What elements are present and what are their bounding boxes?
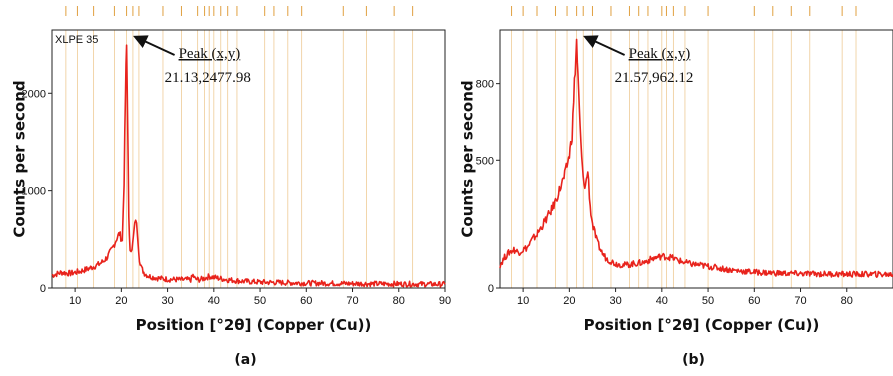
x-tick-label: 60 [300, 295, 312, 307]
x-tick-label: 70 [346, 295, 358, 307]
x-tick-label: 70 [794, 295, 806, 307]
panel-label-a: (a) [234, 352, 256, 368]
x-tick-label: 10 [69, 295, 81, 307]
x-tick-label: 90 [439, 295, 451, 307]
peak-arrow-b [583, 35, 626, 56]
x-tick-label: 80 [393, 295, 405, 307]
sample-label-a: XLPE 35 [55, 34, 98, 46]
x-tick-label: 40 [208, 295, 220, 307]
x-tick-label: 20 [563, 295, 575, 307]
plot-frame-a [51, 29, 446, 289]
x-tick-label: 30 [609, 295, 621, 307]
x-tick-label: 40 [656, 295, 668, 307]
peak-label-b: Peak (x,y) [629, 46, 691, 62]
x-tick-label: 50 [254, 295, 266, 307]
diffraction-trace-b [499, 38, 893, 278]
x-ticks-a: 10 20 30 40 50 60 70 80 90 [69, 288, 451, 307]
x-tick-label: 80 [841, 295, 853, 307]
reference-lines-b [511, 6, 857, 288]
x-tick-label: 60 [748, 295, 760, 307]
y-tick-label: 500 [476, 155, 494, 167]
y-axis-title-b: Counts per second [459, 80, 477, 237]
x-tick-label: 30 [161, 295, 173, 307]
peak-value-b: 21.57,962.12 [615, 70, 694, 86]
y-tick-label: 0 [488, 283, 494, 295]
y-tick-label: 1000 [22, 186, 46, 198]
x-axis-title-a: Position [°2θ] (Copper (Cu)) [136, 316, 372, 334]
y-ticks-b: 0 500 800 [476, 79, 500, 295]
y-ticks-a: 0 1000 2000 [22, 88, 52, 295]
x-axis-title-b: Position [°2θ] (Copper (Cu)) [584, 316, 820, 334]
chart-panel-b: 10 20 30 40 50 60 70 80 0 500 800 Position [°2θ] … [459, 6, 893, 368]
x-tick-label: 20 [115, 295, 127, 307]
y-axis-title-a: Counts per second [11, 80, 29, 237]
peak-value-a: 21.13,2477.98 [165, 70, 251, 86]
peak-label-a: Peak (x,y) [179, 46, 241, 62]
peak-arrow-a [133, 35, 175, 56]
chart-panel-a: 10 20 30 40 50 60 70 80 90 0 1000 2000 Position [°… [11, 6, 451, 368]
y-tick-label: 0 [40, 283, 46, 295]
x-tick-label: 50 [702, 295, 714, 307]
diffraction-trace-a [51, 44, 446, 288]
x-ticks-b: 10 20 30 40 50 60 70 80 [517, 288, 853, 307]
x-tick-label: 10 [517, 295, 529, 307]
y-tick-label: 2000 [22, 88, 46, 100]
plot-frame-b [499, 29, 893, 289]
panel-label-b: (b) [682, 352, 705, 368]
y-tick-label: 800 [476, 79, 494, 91]
